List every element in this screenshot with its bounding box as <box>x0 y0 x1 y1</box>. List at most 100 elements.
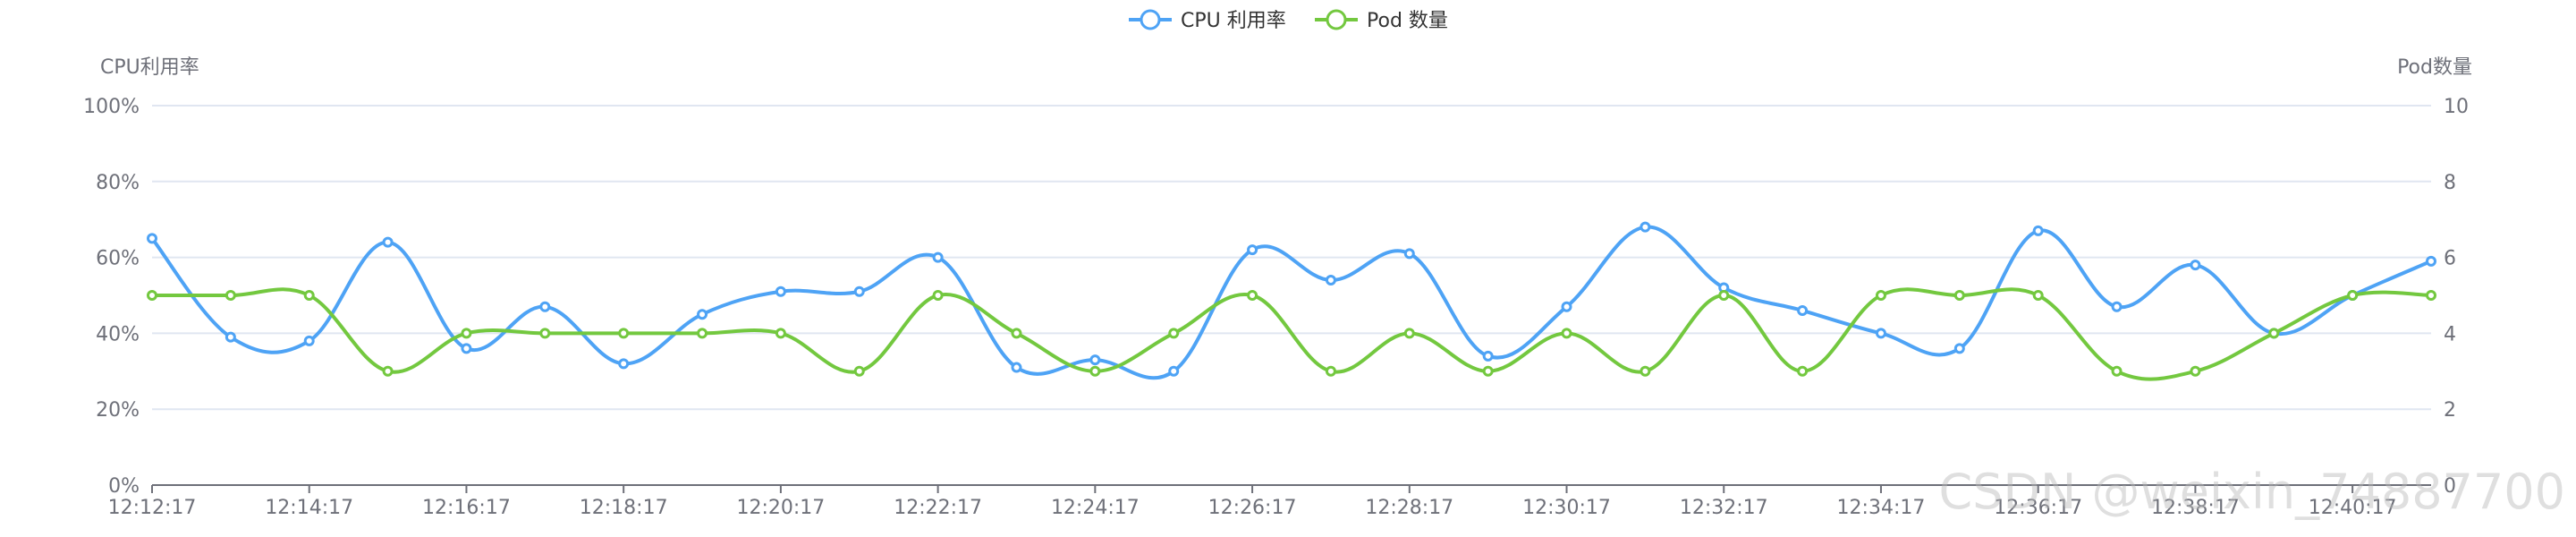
y-left-axis-title: CPU利用率 <box>100 56 199 79</box>
data-point-cpu[interactable] <box>618 358 630 370</box>
data-point-pod[interactable] <box>147 290 157 301</box>
data-point-cpu[interactable] <box>2032 225 2044 236</box>
data-point-pod[interactable] <box>697 328 708 339</box>
data-point-pod[interactable] <box>225 290 236 301</box>
data-point-cpu[interactable] <box>1797 304 1809 316</box>
data-point-cpu[interactable] <box>1168 365 1180 377</box>
data-point-pod[interactable] <box>539 328 551 339</box>
data-point-pod[interactable] <box>618 328 630 339</box>
x-tick-label: 12:38:17 <box>2151 497 2240 519</box>
data-point-pod[interactable] <box>775 328 786 339</box>
legend-label-pod: Pod 数量 <box>1367 10 1448 32</box>
x-tick-label: 12:12:17 <box>108 497 197 519</box>
y-right-tick-label: 2 <box>2444 399 2456 422</box>
x-tick-label: 12:28:17 <box>1365 497 1453 519</box>
data-point-pod[interactable] <box>1875 290 1886 301</box>
data-point-cpu[interactable] <box>1482 350 1494 362</box>
x-tick-label: 12:32:17 <box>1680 497 1768 519</box>
x-tick-label: 12:30:17 <box>1522 497 1611 519</box>
data-point-cpu[interactable] <box>1089 354 1101 366</box>
data-point-pod[interactable] <box>1325 365 1336 377</box>
data-point-pod[interactable] <box>2426 290 2436 301</box>
data-point-cpu[interactable] <box>225 331 236 343</box>
y-left-tick-label: 80% <box>96 172 140 194</box>
data-point-pod[interactable] <box>2268 328 2280 339</box>
axes: 0% 0 20% 2 40% 4 60% 6 80% 8 100% 10 CPU利用率 Pod数量 12:1… <box>83 56 2472 519</box>
y-left-tick-label: 40% <box>96 323 140 345</box>
data-point-cpu[interactable] <box>2190 260 2201 271</box>
legend-marker-cpu <box>1140 9 1161 30</box>
data-point-pod[interactable] <box>2111 365 2123 377</box>
data-point-cpu[interactable] <box>853 286 865 297</box>
data-point-cpu[interactable] <box>1953 343 1965 354</box>
x-tick-label: 12:36:17 <box>1994 497 2082 519</box>
y-left-tick-label: 60% <box>96 248 140 270</box>
y-right-tick-label: 0 <box>2444 475 2456 498</box>
x-tick-label: 12:40:17 <box>2309 497 2397 519</box>
y-left-tick-label: 20% <box>96 399 140 422</box>
watermark-text: CSDN @weixin_74887700 <box>1938 464 2565 520</box>
data-point-cpu[interactable] <box>461 343 472 354</box>
legend[interactable]: CPU 利用率 Pod 数量 <box>1129 9 1448 32</box>
series-lines <box>147 221 2436 381</box>
data-point-pod[interactable] <box>382 365 394 377</box>
data-point-pod[interactable] <box>853 365 865 377</box>
data-point-pod[interactable] <box>1482 365 1494 377</box>
data-point-cpu[interactable] <box>1561 301 1572 312</box>
y-right-tick-label: 8 <box>2444 172 2456 194</box>
data-point-cpu[interactable] <box>1325 275 1336 286</box>
legend-item-pod[interactable]: Pod 数量 <box>1315 9 1448 32</box>
data-point-pod[interactable] <box>1011 328 1022 339</box>
x-tick-label: 12:34:17 <box>1837 497 1926 519</box>
data-point-pod[interactable] <box>932 290 944 301</box>
data-point-cpu[interactable] <box>932 251 944 263</box>
data-point-cpu[interactable] <box>147 233 157 244</box>
data-point-cpu[interactable] <box>303 335 315 346</box>
legend-item-cpu[interactable]: CPU 利用率 <box>1129 9 1286 32</box>
data-point-cpu[interactable] <box>1875 328 1886 339</box>
data-point-cpu[interactable] <box>697 309 708 320</box>
data-point-pod[interactable] <box>1403 328 1415 339</box>
x-tick-label: 12:14:17 <box>265 497 353 519</box>
data-point-pod[interactable] <box>1168 328 1180 339</box>
data-point-pod[interactable] <box>303 290 315 301</box>
data-point-pod[interactable] <box>1561 328 1572 339</box>
y-left-tick-label: 0% <box>108 475 140 498</box>
data-point-cpu[interactable] <box>1403 248 1415 260</box>
data-point-pod[interactable] <box>1089 365 1101 377</box>
x-tick-label: 12:18:17 <box>580 497 668 519</box>
data-point-pod[interactable] <box>1953 290 1965 301</box>
x-tick-label: 12:20:17 <box>736 497 825 519</box>
data-point-cpu[interactable] <box>382 236 394 248</box>
data-point-pod[interactable] <box>1640 365 1651 377</box>
data-point-pod[interactable] <box>1797 365 1809 377</box>
data-point-cpu[interactable] <box>1640 221 1651 233</box>
y-right-tick-label: 4 <box>2444 323 2456 345</box>
x-tick-label: 12:26:17 <box>1208 497 1297 519</box>
y-right-axis-title: Pod数量 <box>2397 56 2472 79</box>
data-point-pod[interactable] <box>461 328 472 339</box>
x-tick-label: 12:16:17 <box>422 497 511 519</box>
data-point-cpu[interactable] <box>2111 301 2123 312</box>
data-point-pod[interactable] <box>2347 290 2359 301</box>
data-point-cpu[interactable] <box>2426 255 2436 267</box>
data-point-pod[interactable] <box>1247 290 1258 301</box>
series-line-cpu <box>150 225 2432 380</box>
legend-label-cpu: CPU 利用率 <box>1181 10 1286 32</box>
y-right-tick-label: 10 <box>2444 96 2469 118</box>
legend-marker-pod <box>1326 9 1347 30</box>
series-line-pod <box>152 287 2432 381</box>
data-point-pod[interactable] <box>2190 365 2201 377</box>
data-point-cpu[interactable] <box>539 301 551 312</box>
data-point-cpu[interactable] <box>1247 244 1258 256</box>
data-point-cpu[interactable] <box>775 286 786 297</box>
data-point-cpu[interactable] <box>1011 362 1022 373</box>
data-point-pod[interactable] <box>1718 290 1730 301</box>
x-tick-label: 12:24:17 <box>1051 497 1140 519</box>
y-right-tick-label: 6 <box>2444 248 2456 270</box>
y-left-tick-label: 100% <box>83 96 140 118</box>
x-tick-label: 12:22:17 <box>894 497 982 519</box>
data-point-pod[interactable] <box>2032 290 2044 301</box>
